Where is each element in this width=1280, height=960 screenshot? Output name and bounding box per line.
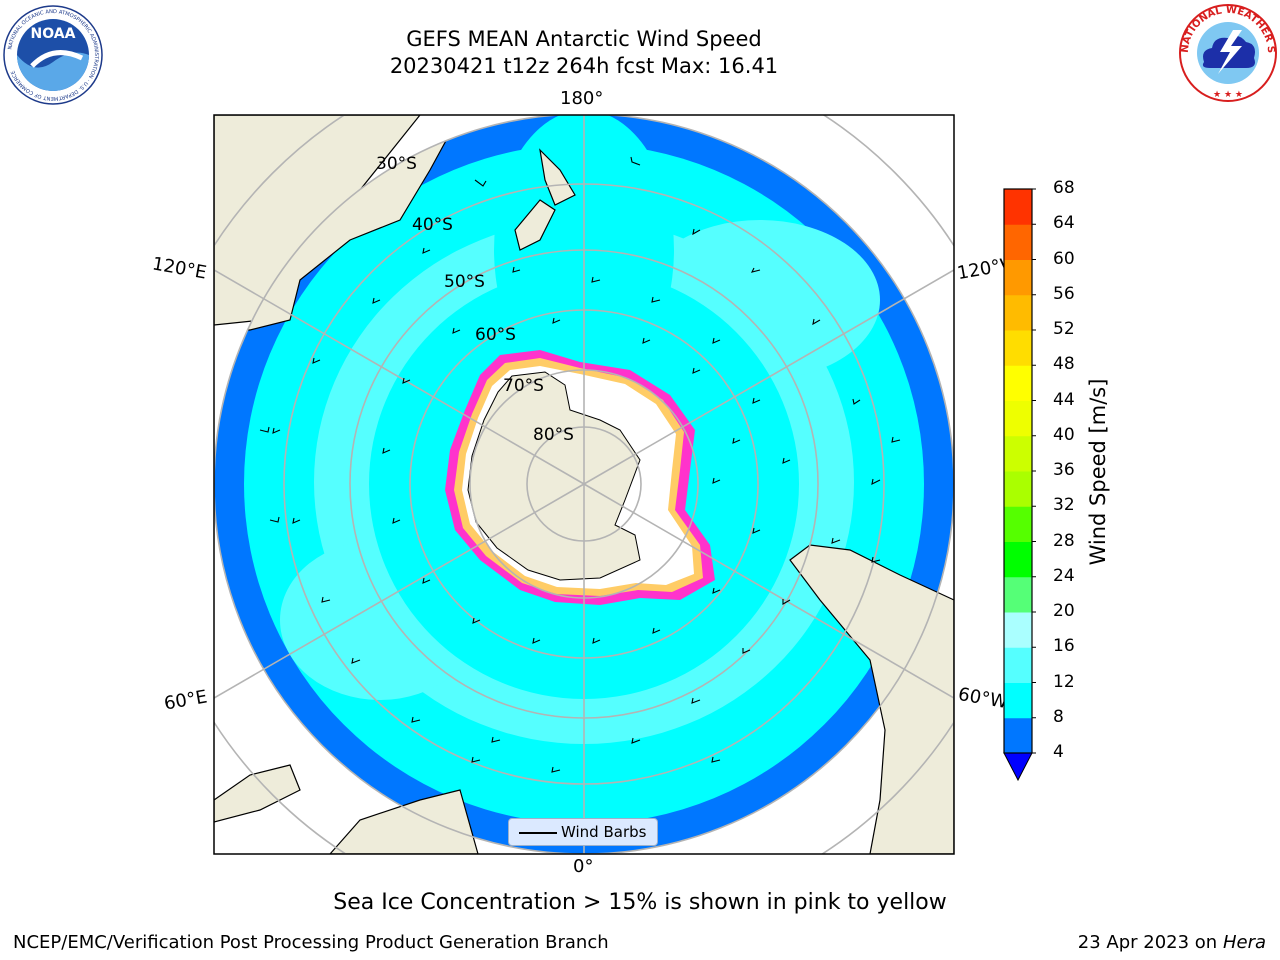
colorbar-segment xyxy=(1004,717,1032,754)
colorbar-label: Wind Speed [m/s] xyxy=(1086,378,1110,566)
map-frame xyxy=(213,114,955,855)
colorbar-segment xyxy=(1004,330,1032,366)
colorbar-tick-label: 24 xyxy=(1053,565,1075,586)
colorbar-segment xyxy=(1004,365,1032,401)
map-legend: Wind Barbs xyxy=(508,818,658,846)
map-title: GEFS MEAN Antarctic Wind Speed xyxy=(406,27,762,51)
host-name: Hera xyxy=(1222,932,1266,953)
colorbar-segment xyxy=(1004,506,1032,542)
colorbar-tick-label: 12 xyxy=(1053,671,1075,692)
svg-text:★ ★ ★: ★ ★ ★ xyxy=(1213,90,1243,100)
colorbar-tick-label: 20 xyxy=(1053,601,1075,621)
nws-logo: NATIONAL WEATHER SERVICE ★ ★ ★ xyxy=(1176,2,1277,102)
colorbar-segment xyxy=(1004,576,1032,613)
noaa-logo-name: NOAA xyxy=(31,26,76,42)
colorbar-tick-label: 68 xyxy=(1053,178,1075,198)
colorbar-segment xyxy=(1004,612,1032,648)
colorbar-tick-label: 32 xyxy=(1053,495,1075,516)
colorbar xyxy=(1003,188,1036,782)
colorbar-segment xyxy=(1004,541,1032,578)
map-subtitle: 20230421 t12z 264h fcst Max: 16.41 xyxy=(389,54,779,78)
branch-credit: NCEP/EMC/Verification Post Processing Pr… xyxy=(13,932,609,953)
colorbar-tick-label: 28 xyxy=(1053,530,1075,551)
graticule xyxy=(214,115,954,854)
wind-barb-line xyxy=(519,832,557,834)
noaa-logo: NOAA NATIONAL OCEANIC AND ATMOSPHERIC AD… xyxy=(3,5,103,105)
sea-ice-footnote: Sea Ice Concentration > 15% is shown in … xyxy=(333,890,947,915)
legend-label: Wind Barbs xyxy=(561,823,647,841)
lat-label-50s: 50°S xyxy=(444,272,485,292)
lat-label-60s: 60°S xyxy=(475,325,516,345)
colorbar-tick-label: 16 xyxy=(1053,636,1075,657)
generated-date: 23 Apr 2023 on Hera xyxy=(1077,932,1266,953)
lon-label-120e: 120°E xyxy=(150,253,209,284)
colorbar-segment xyxy=(1004,471,1032,507)
wind-barbs xyxy=(259,156,901,773)
lon-label-0: 0° xyxy=(573,856,594,877)
colorbar-tick-label: 40 xyxy=(1053,424,1075,445)
colorbar-tick-label: 44 xyxy=(1053,389,1075,410)
lat-label-40s: 40°S xyxy=(412,215,453,235)
lon-label-180: 180° xyxy=(560,88,604,109)
lat-label-70s: 70°S xyxy=(503,376,544,396)
colorbar-tick-label: 36 xyxy=(1053,460,1075,480)
lat-label-30s: 30°S xyxy=(376,154,417,174)
colorbar-segment xyxy=(1004,189,1032,225)
colorbar-segment xyxy=(1004,259,1032,296)
lon-label-60e: 60°E xyxy=(162,686,209,715)
colorbar-segment xyxy=(1004,647,1032,683)
colorbar-segment xyxy=(1004,400,1032,437)
colorbar-segment xyxy=(1004,682,1032,719)
colorbar-segment xyxy=(1004,294,1032,331)
colorbar-segment xyxy=(1004,224,1032,260)
colorbar-tick-label: 56 xyxy=(1053,283,1075,304)
colorbar-segment xyxy=(1004,435,1032,472)
colorbar-tick-label: 48 xyxy=(1053,354,1075,375)
colorbar-tick-label: 52 xyxy=(1053,319,1075,339)
colorbar-tick-label: 8 xyxy=(1053,706,1064,727)
colorbar-tick-label: 60 xyxy=(1053,248,1075,269)
colorbar-tick-label: 4 xyxy=(1053,742,1064,762)
colorbar-tick-label: 64 xyxy=(1053,213,1075,234)
lat-label-80s: 80°S xyxy=(533,425,574,445)
colorbar-underflow-arrow xyxy=(1003,752,1033,782)
polar-map: 30°S 40°S 50°S 60°S 70°S 80°S xyxy=(213,114,955,855)
